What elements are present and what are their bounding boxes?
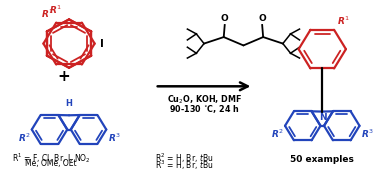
Text: R$^2$ = H, Br, $t$Bu: R$^2$ = H, Br, $t$Bu [155, 151, 214, 165]
Text: R$^3$: R$^3$ [361, 128, 374, 140]
Text: N: N [319, 113, 327, 122]
Text: H: H [66, 99, 73, 108]
Text: I: I [99, 38, 104, 49]
Text: R$^3$: R$^3$ [108, 132, 121, 144]
Text: Me, OMe, OEt: Me, OMe, OEt [25, 159, 77, 168]
Text: +: + [58, 69, 70, 84]
Text: R$^3$ = H, Br, $t$Bu: R$^3$ = H, Br, $t$Bu [155, 159, 214, 172]
Text: R$^1$: R$^1$ [49, 3, 62, 16]
Text: Cu$_2$O, KOH, DMF: Cu$_2$O, KOH, DMF [167, 94, 242, 106]
Text: R$^2$: R$^2$ [18, 132, 30, 144]
Text: R$^2$: R$^2$ [271, 128, 283, 140]
Text: 50 examples: 50 examples [290, 155, 354, 164]
Text: O: O [221, 14, 229, 23]
Text: O: O [258, 14, 266, 23]
Text: 90-130 $^{\circ}$C, 24 h: 90-130 $^{\circ}$C, 24 h [169, 103, 239, 115]
Text: R$^1$: R$^1$ [337, 15, 350, 27]
Text: R$^1$ = F, Cl, Br, I, NO$_2$: R$^1$ = F, Cl, Br, I, NO$_2$ [12, 151, 91, 165]
Text: R$^1$: R$^1$ [41, 8, 53, 20]
